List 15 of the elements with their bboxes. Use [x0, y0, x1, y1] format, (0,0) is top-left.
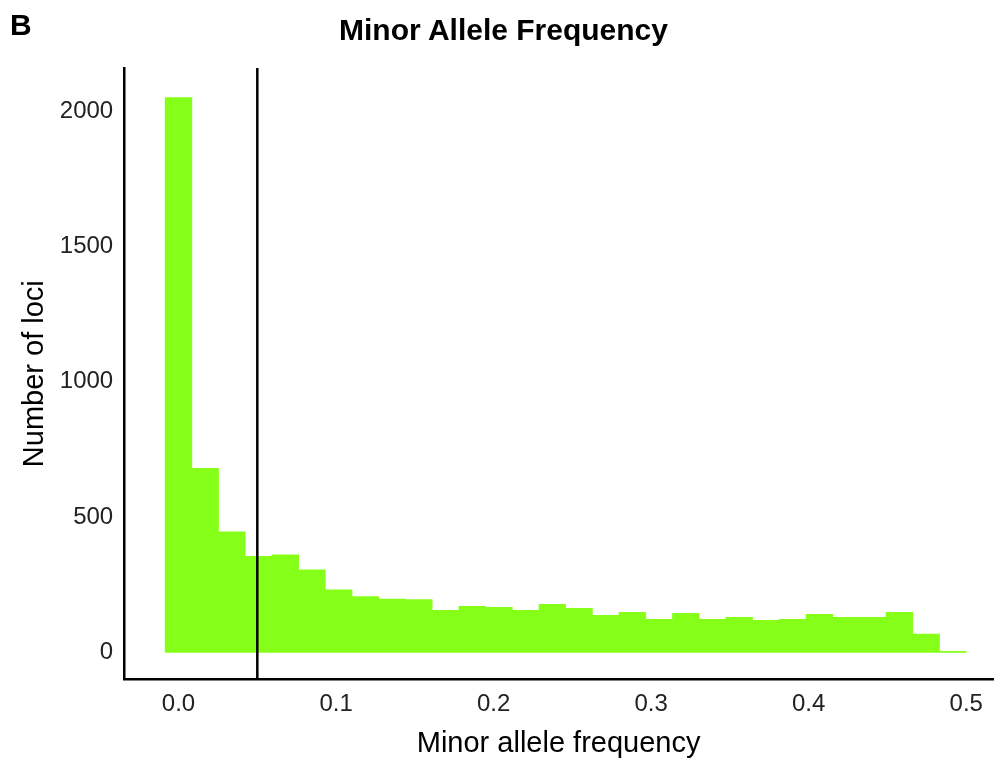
text: B [10, 8, 32, 42]
x-tick-label: 0.5 [949, 689, 983, 717]
x-tick-label: 0.1 [319, 689, 353, 717]
y-tick-label: 500 [73, 501, 114, 529]
y-tick-label: 2000 [59, 95, 114, 123]
x-tick-label: 0.4 [792, 689, 826, 717]
y-axis-title: Number of loci [17, 280, 50, 468]
x-tick-label: 0.2 [476, 689, 511, 717]
x-axis-title: Minor allele frequency [416, 725, 701, 758]
chart-title: Minor Allele Frequency [339, 13, 669, 47]
y-tick-label: 1500 [59, 230, 114, 258]
x-tick-label: 0.0 [161, 689, 196, 717]
x-tick-label: 0.3 [634, 689, 668, 717]
y-tick-label: 1000 [59, 366, 114, 394]
y-tick-label: 0 [99, 636, 114, 664]
